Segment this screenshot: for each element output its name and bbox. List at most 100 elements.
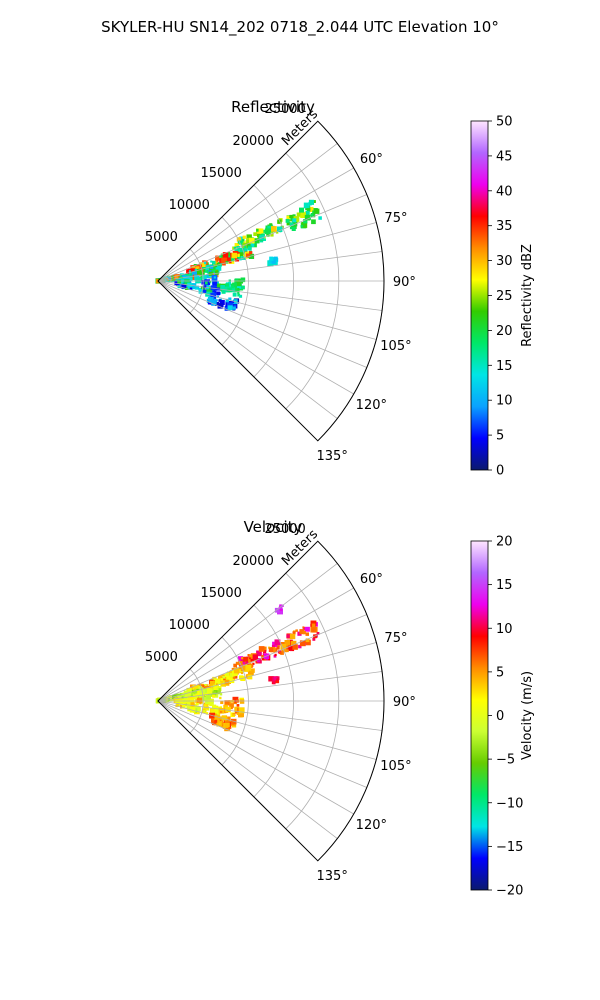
echo-gate [246, 239, 251, 244]
echo-gate [236, 280, 242, 287]
echo-gate [306, 208, 311, 212]
echo-gate [234, 243, 240, 248]
echo-gate [172, 694, 177, 700]
echo-gate [181, 704, 186, 709]
echo-gate [231, 300, 234, 304]
echo-gate [220, 711, 223, 714]
echo-gate [209, 265, 214, 269]
echo-gate [213, 301, 217, 306]
echo-gate [216, 265, 222, 271]
echo-gate [215, 256, 220, 261]
echo-gate [207, 688, 213, 694]
echo-gate [229, 673, 234, 678]
echo-gate [189, 271, 192, 275]
echo-gate [289, 215, 293, 218]
echo-gate [242, 242, 248, 249]
azimuth-gridline [157, 251, 383, 282]
echo-gate [186, 268, 192, 275]
echo-gate [231, 285, 235, 289]
azimuth-tick-label: 135° [317, 449, 348, 464]
echo-gate [211, 269, 215, 273]
echo-gate [219, 706, 222, 709]
echo-gate [229, 678, 235, 684]
echo-gate [310, 620, 317, 627]
echo-gate [227, 287, 232, 293]
echo-gate [289, 226, 293, 230]
echo-gate [284, 642, 290, 649]
panel-title: Reflectivity [231, 98, 315, 116]
echo-gate [300, 212, 307, 218]
echo-gate [276, 678, 279, 681]
colorbar-tick-label: 10 [496, 394, 513, 409]
colorbar-tick-label: 5 [496, 429, 504, 444]
echo-gate [200, 685, 205, 690]
echo-gate [286, 215, 291, 220]
echo-gate [215, 678, 220, 684]
azimuth-tick-label: 105° [380, 339, 411, 354]
azimuth-tick-label: 120° [356, 398, 387, 413]
echo-gate [216, 283, 221, 288]
echo-gate [252, 654, 258, 660]
azimuth-gridline [157, 700, 367, 788]
echo-gate [206, 695, 211, 700]
echo-gate [189, 707, 196, 713]
echo-gate [218, 299, 221, 302]
echo-gate [271, 259, 276, 264]
echo-gate [232, 713, 235, 717]
azimuth-gridline [157, 194, 367, 282]
azimuth-gridline [157, 700, 383, 731]
echo-gate [178, 699, 184, 705]
colorbar-tick-label: 0 [496, 464, 504, 479]
echo-gate [302, 627, 307, 631]
reflectivity-panel: Reflectivity500010000150002000025000Mete… [145, 98, 535, 479]
echo-gate [202, 289, 207, 293]
echo-gate [198, 289, 204, 294]
echo-gate [212, 694, 216, 698]
azimuth-tick-label: 120° [356, 818, 387, 833]
echo-gate [220, 285, 225, 290]
echo-gate [197, 269, 203, 275]
echo-gate [168, 277, 171, 280]
azimuth-gridline [157, 700, 338, 839]
azimuth-gridline [157, 700, 377, 760]
echo-gate [258, 228, 264, 234]
azimuth-tick-label: 105° [380, 759, 411, 774]
echo-gate [236, 237, 242, 242]
echo-gate [256, 650, 262, 657]
echo-gate [201, 280, 206, 285]
echo-gate [243, 656, 249, 662]
echo-gate [293, 216, 300, 222]
echo-gate [225, 283, 230, 288]
azimuth-gridline [157, 280, 383, 311]
echo-gate [312, 637, 316, 641]
echo-gate [258, 646, 265, 652]
echo-gate [184, 279, 190, 285]
echo-gate [197, 697, 203, 703]
echo-gate [177, 280, 181, 284]
echo-gate [221, 289, 226, 294]
echo-gate [219, 299, 225, 305]
echo-gate [314, 208, 320, 214]
colorbar-tick-label: 30 [496, 254, 513, 269]
echo-gate [238, 256, 242, 260]
echo-gate [226, 252, 231, 256]
echo-gate [268, 676, 274, 682]
echo-gate [195, 266, 200, 271]
echo-gate [201, 268, 205, 272]
range-tick-label: 5000 [145, 650, 178, 665]
echo-gate [225, 298, 229, 303]
echo-gate [274, 639, 281, 646]
echo-gate [254, 238, 260, 244]
echo-gate [284, 640, 291, 646]
echo-gate [234, 706, 240, 712]
echo-gate [303, 219, 308, 224]
echo-gate [227, 255, 231, 259]
echo-gate [253, 232, 257, 236]
echo-gate [185, 691, 191, 698]
azimuth-tick-label: 60° [360, 572, 383, 587]
echo-gate [238, 707, 245, 714]
echo-gate [221, 257, 227, 264]
echo-gate [215, 285, 222, 291]
echo-gate [233, 246, 237, 249]
echo-gate [280, 644, 287, 650]
